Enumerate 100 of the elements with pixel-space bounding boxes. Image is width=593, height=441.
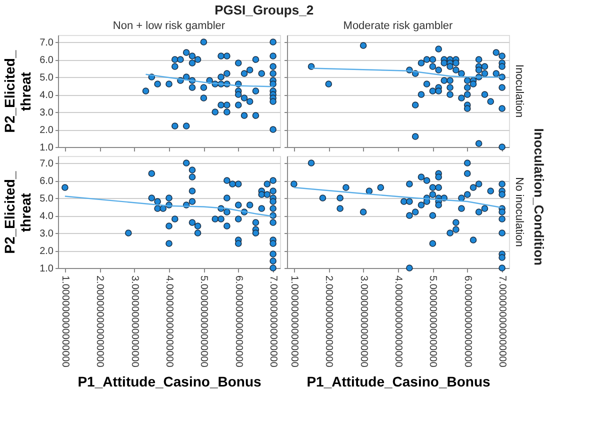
point [498, 144, 506, 150]
point [171, 122, 178, 130]
point [498, 63, 506, 70]
point [270, 240, 276, 247]
point [464, 77, 471, 84]
point [475, 56, 482, 63]
point [188, 84, 196, 91]
point [240, 94, 248, 102]
point [498, 52, 506, 60]
point [423, 56, 430, 63]
x-tick-label: 4.000000000000000 [392, 276, 404, 368]
point [429, 63, 436, 70]
point [498, 84, 506, 91]
point [182, 49, 190, 56]
point [224, 108, 230, 116]
point [224, 222, 230, 230]
point [270, 63, 276, 70]
point [458, 94, 465, 102]
point [270, 205, 276, 212]
point [458, 194, 465, 202]
y-tick-label: 5.0 [40, 194, 54, 204]
x-tick-label: 5.000000000000000 [198, 276, 210, 368]
point [452, 60, 460, 66]
point [429, 56, 436, 63]
point [229, 180, 236, 188]
point [270, 250, 276, 258]
point [342, 184, 350, 191]
point [240, 70, 248, 77]
point [325, 80, 332, 88]
point [258, 191, 266, 198]
point [264, 180, 271, 188]
point [470, 236, 477, 244]
point [336, 194, 344, 202]
point [166, 194, 172, 202]
point [440, 77, 448, 84]
point [188, 219, 196, 226]
point [336, 205, 344, 212]
point [290, 180, 298, 188]
point [148, 170, 156, 177]
point [446, 84, 454, 91]
point [200, 38, 208, 46]
point [258, 205, 266, 212]
point [464, 191, 471, 198]
point [481, 70, 488, 77]
point [234, 202, 242, 208]
y-tick-label: 2.0 [40, 125, 54, 136]
point [270, 219, 276, 226]
point [194, 230, 202, 236]
y-tick-label: 7.0 [40, 158, 54, 170]
point [246, 98, 254, 105]
point [464, 160, 471, 166]
point [270, 264, 276, 272]
point [308, 160, 315, 166]
point [458, 70, 465, 77]
y-tick-label: 6.0 [40, 55, 54, 66]
point [224, 177, 230, 184]
y-axis-title: P2_Elicited_threat [2, 171, 34, 254]
point [142, 88, 150, 94]
y-tick-label: 4.0 [40, 211, 54, 222]
chart-title: Non + low risk gambler [112, 20, 226, 32]
point [200, 94, 208, 102]
x-tick-label: 7.000000000000000 [268, 276, 279, 368]
point [270, 126, 276, 133]
point [366, 188, 373, 194]
point [452, 226, 460, 233]
text: No inoculation [513, 177, 525, 247]
point [218, 216, 224, 222]
y-tick-label: 3.0 [40, 108, 54, 118]
point [423, 80, 430, 88]
point [218, 102, 224, 108]
point [160, 205, 167, 212]
x-tick-label: 6.000000000000000 [462, 276, 473, 368]
y-axis-title: P2_Elicited_threat [2, 50, 34, 133]
point [188, 60, 196, 66]
point [498, 191, 506, 198]
text: Inoculation [513, 64, 525, 118]
x-tick-label: 2.000000000000000 [94, 276, 106, 368]
point [446, 77, 454, 84]
point [270, 198, 276, 205]
point [429, 240, 436, 247]
point [319, 194, 326, 202]
point [440, 60, 448, 66]
point [400, 198, 408, 205]
point [148, 194, 156, 202]
point [406, 198, 413, 205]
x-axis-title: P1_Attitude_Casino_Bonus [306, 373, 491, 390]
point [224, 52, 230, 60]
y-tick-label: 1.0 [40, 264, 54, 274]
point [360, 208, 367, 216]
point [429, 88, 436, 94]
point [475, 180, 482, 188]
point [435, 184, 442, 191]
x-axis-title: P1_Attitude_Casino_Bonus [78, 373, 262, 390]
point [234, 240, 242, 247]
point [234, 91, 242, 98]
point [446, 91, 454, 98]
point [458, 205, 465, 212]
point [234, 216, 242, 222]
point [270, 258, 276, 264]
point [464, 105, 471, 112]
